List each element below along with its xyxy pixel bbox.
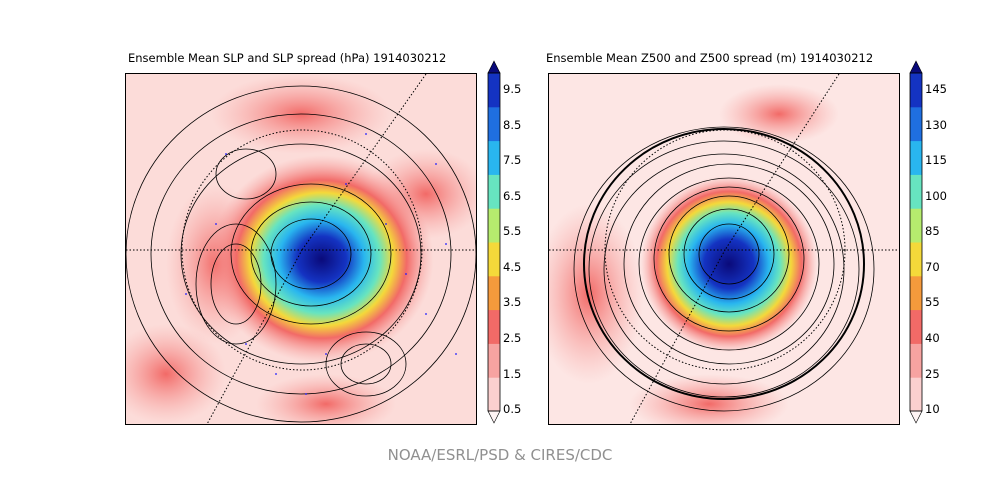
z500-colorbar-segment <box>910 343 922 378</box>
z500-tick: 145 <box>925 82 947 96</box>
z500-tick: 10 <box>925 402 940 416</box>
slp-tick: 9.5 <box>503 82 522 96</box>
z500-map-graphic <box>549 74 899 424</box>
z500-colorbar-max-extension <box>909 60 923 74</box>
slp-tick: 3.5 <box>503 295 522 309</box>
slp-colorbar-segment <box>488 73 500 108</box>
z500-panel-title: Ensemble Mean Z500 and Z500 spread (m) 1… <box>546 51 874 65</box>
slp-panel-title: Ensemble Mean SLP and SLP spread (hPa) 1… <box>128 51 447 65</box>
slp-colorbar-min-extension <box>487 410 501 424</box>
z500-tick: 100 <box>925 189 947 203</box>
slp-tick: 6.5 <box>503 189 522 203</box>
z500-tick: 115 <box>925 153 947 167</box>
slp-tick: 1.5 <box>503 367 522 381</box>
slp-colorbar-segment <box>488 174 500 209</box>
slp-tick: 7.5 <box>503 153 522 167</box>
slp-colorbar-segment <box>488 208 500 243</box>
z500-colorbar <box>909 60 923 424</box>
z500-tick: 55 <box>925 295 940 309</box>
z500-colorbar-segment <box>910 174 922 209</box>
z500-colorbar-segment <box>910 242 922 277</box>
slp-colorbar-segment <box>488 377 500 412</box>
z500-tick: 25 <box>925 367 940 381</box>
z500-colorbar-segment <box>910 309 922 344</box>
credit-text: NOAA/ESRL/PSD & CIRES/CDC <box>387 446 613 464</box>
slp-colorbar-segment <box>488 309 500 344</box>
slp-tick: 5.5 <box>503 224 522 238</box>
slp-tick: 4.5 <box>503 260 522 274</box>
z500-colorbar-frame <box>909 72 923 412</box>
z500-colorbar-segment <box>910 73 922 108</box>
slp-colorbar-max-extension <box>487 60 501 74</box>
slp-colorbar-segment <box>488 140 500 175</box>
slp-colorbar-graphic <box>487 60 501 424</box>
slp-colorbar-segment <box>488 343 500 378</box>
slp-colorbar <box>487 60 501 424</box>
slp-colorbar-segment <box>488 106 500 142</box>
z500-colorbar-segment <box>910 208 922 243</box>
z500-colorbar-segment <box>910 140 922 175</box>
z500-colorbar-graphic <box>909 60 923 424</box>
z500-spread-map <box>548 73 900 425</box>
slp-spread-map <box>125 73 477 425</box>
z500-colorbar-min-extension <box>909 410 923 424</box>
z500-tick: 130 <box>925 118 947 132</box>
z500-tick: 85 <box>925 224 940 238</box>
z500-colorbar-segment <box>910 377 922 412</box>
slp-tick: 0.5 <box>503 402 522 416</box>
slp-colorbar-segment <box>488 242 500 277</box>
z500-tick: 40 <box>925 331 940 345</box>
slp-tick: 2.5 <box>503 331 522 345</box>
slp-colorbar-frame <box>487 72 501 412</box>
z500-colorbar-segment <box>910 275 922 311</box>
z500-colorbar-segment <box>910 106 922 142</box>
slp-colorbar-segment <box>488 275 500 311</box>
z500-tick: 70 <box>925 260 940 274</box>
slp-map-graphic <box>126 74 476 424</box>
slp-tick: 8.5 <box>503 118 522 132</box>
